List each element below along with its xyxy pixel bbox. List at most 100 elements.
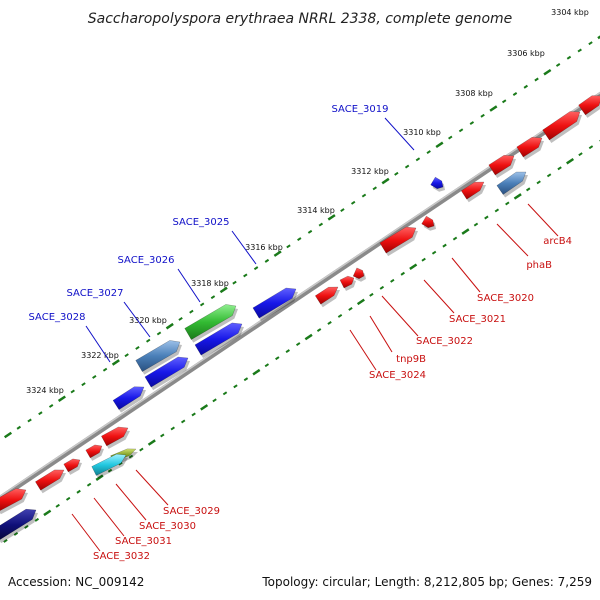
gene-label-sace-3022[interactable]: SACE_3022 — [416, 336, 473, 347]
genome-summary-text: Topology: circular; Length: 8,212,805 bp… — [261, 575, 592, 589]
upper-tick — [555, 63, 561, 67]
gene-arrow — [63, 458, 81, 473]
lower-tick — [147, 439, 156, 446]
upper-tick — [458, 128, 464, 133]
upper-tick — [523, 84, 528, 89]
gene-label-sace-3021[interactable]: SACE_3021 — [449, 314, 506, 325]
leader-sace-3030 — [115, 483, 147, 521]
gene-arrow — [460, 181, 485, 200]
gene-label-sace-3030[interactable]: SACE_3030 — [139, 521, 196, 532]
gene-arrow — [578, 95, 600, 116]
lower-tick — [452, 236, 458, 241]
gene-arrow — [496, 171, 527, 195]
kbp-label-3308-kbp: 3308 kbp — [455, 89, 493, 98]
lower-tick — [494, 208, 500, 213]
gene-arrow — [542, 111, 581, 141]
accession-text: Accession: NC_009142 — [8, 575, 144, 589]
gene-label-sace-3028[interactable]: SACE_3028 — [29, 312, 86, 323]
upper-tick — [415, 157, 421, 162]
lower-tick — [316, 328, 322, 332]
upper-tick — [372, 186, 377, 191]
gene-arrow — [488, 154, 515, 176]
gene-label-sace-3025[interactable]: SACE_3025 — [173, 217, 230, 228]
lower-tick — [295, 342, 301, 347]
gene-label-sace-3024[interactable]: SACE_3024 — [369, 370, 426, 381]
gene-label-arcb4[interactable]: arcB4 — [543, 236, 572, 247]
upper-tick — [264, 258, 270, 263]
upper-tick — [588, 41, 593, 46]
gene-label-sace-3031[interactable]: SACE_3031 — [115, 536, 172, 547]
upper-tick — [81, 382, 86, 387]
upper-tick — [566, 55, 572, 60]
gene-arrow — [91, 453, 127, 476]
gene-arrows — [0, 95, 600, 544]
upper-tick — [27, 418, 32, 423]
gene-label-sace-3029[interactable]: SACE_3029 — [163, 506, 220, 517]
leader-sace-3020 — [451, 257, 481, 293]
lower-tick — [409, 263, 418, 270]
lower-tick — [128, 454, 134, 459]
upper-tick — [189, 309, 194, 314]
leader-sace-3031 — [93, 497, 125, 537]
lower-tick — [252, 368, 261, 376]
upper-tick — [597, 35, 600, 40]
lower-tick — [55, 503, 60, 508]
gene-arrow — [0, 488, 27, 511]
lower-tick — [65, 496, 71, 501]
lower-tick — [505, 201, 510, 206]
lower-tick — [170, 426, 175, 431]
tick-marks — [3, 35, 600, 543]
kbp-label-3314-kbp: 3314 kbp — [297, 206, 335, 215]
lower-tick — [566, 157, 575, 165]
lower-tick — [525, 187, 531, 192]
upper-tick — [232, 280, 237, 285]
gene-arrow — [35, 469, 65, 491]
leader-sace-3029 — [135, 469, 169, 506]
gene-label-tnp9b[interactable]: tnp9B — [396, 354, 426, 365]
upper-tick — [489, 105, 498, 112]
lower-tick — [160, 433, 165, 438]
leader-sace-3032 — [71, 513, 101, 552]
upper-tick — [404, 164, 410, 169]
gene-label-sace-3032[interactable]: SACE_3032 — [93, 551, 150, 562]
lower-tick — [107, 468, 113, 473]
upper-tick — [92, 375, 97, 379]
upper-tick — [448, 135, 453, 140]
lower-tick — [473, 222, 479, 227]
gene-labels: SACE_3019 SACE_3025 SACE_3026 SACE_3027 SACE… — [29, 104, 572, 562]
kbp-label-3320-kbp: 3320 kbp — [129, 316, 167, 325]
gene-label-sace-3020[interactable]: SACE_3020 — [477, 293, 534, 304]
kbp-label-3324-kbp: 3324 kbp — [26, 386, 64, 395]
lower-tick — [348, 306, 353, 311]
gene-arrow — [85, 444, 103, 459]
leader-sace-3028 — [85, 325, 111, 363]
gene-arrow — [379, 226, 417, 254]
lower-tick — [369, 292, 374, 297]
leader-sace-3019 — [384, 117, 415, 151]
lower-tick — [400, 271, 405, 276]
upper-tick — [381, 177, 390, 185]
lower-tick — [285, 349, 290, 354]
gene-arrow — [314, 286, 339, 305]
gene-label-sace-3027[interactable]: SACE_3027 — [67, 288, 124, 299]
gene-label-sace-3019[interactable]: SACE_3019 — [332, 104, 389, 115]
kbp-label-3310-kbp: 3310 kbp — [403, 128, 441, 137]
upper-tick — [219, 286, 228, 294]
upper-tick — [350, 200, 356, 205]
lower-tick — [484, 215, 489, 220]
lower-tick — [43, 509, 52, 517]
lower-tick — [578, 152, 583, 157]
gene-label-sace-3026[interactable]: SACE_3026 — [118, 255, 175, 266]
lower-tick — [275, 356, 280, 361]
gene-arrow — [352, 267, 365, 279]
lower-tick — [390, 278, 395, 283]
upper-tick — [135, 345, 140, 350]
upper-tick — [480, 113, 485, 118]
gene-label-phab[interactable]: phaB — [526, 260, 552, 271]
upper-tick — [327, 214, 336, 221]
kbp-label-3306-kbp: 3306 kbp — [507, 49, 545, 58]
upper-tick — [426, 150, 431, 154]
upper-tick — [111, 359, 120, 366]
upper-tick — [70, 389, 75, 394]
